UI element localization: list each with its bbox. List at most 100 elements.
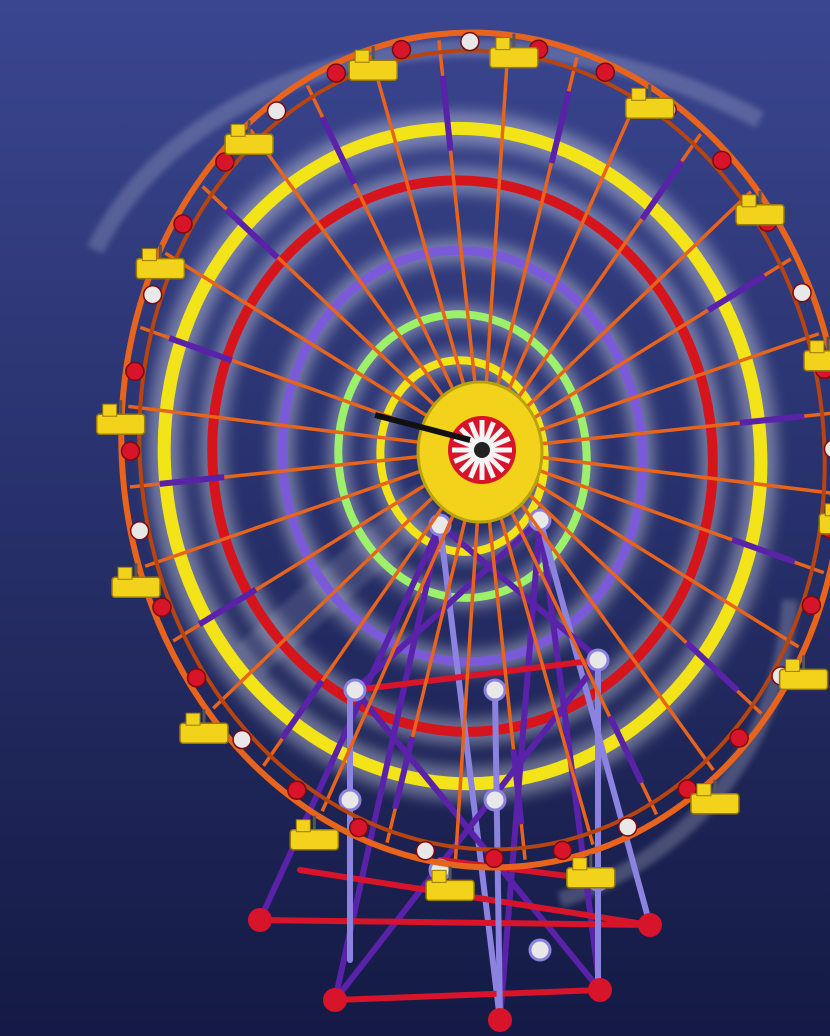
rim-connector [484,848,504,869]
rim-connector [129,521,150,541]
ring-purple [277,245,648,667]
gondola-seat [425,879,475,902]
gondola [624,84,675,120]
tower-rod [352,687,603,993]
rim-connector [801,595,822,616]
gondola-seat [818,513,830,535]
rim-connector [792,282,812,303]
tower-rod [332,987,603,1003]
tower-connector [338,788,362,812]
gondola-seat [111,576,161,599]
rim-connector [552,840,573,861]
spoke-brace [159,474,225,487]
wheel-rim [118,29,830,871]
gondola-back [117,566,133,580]
gondola [224,120,274,156]
spoke-brace [739,413,805,426]
motion-arc-top [86,39,765,255]
rim-connector [712,150,732,171]
gondola-seat [735,204,785,226]
gondola-seat [348,59,398,81]
gondola [95,400,146,435]
tower-connector [483,678,507,702]
rim-connector [287,780,307,800]
gondola [690,779,740,815]
spoke-brace [197,587,258,628]
tower-connector [483,788,507,812]
gondola-seat [95,413,146,435]
gondola-back [741,194,757,208]
gondola [289,815,340,851]
gondola [179,709,229,744]
gondola [778,655,829,691]
hub-axle-rod [374,412,471,443]
rim-connector [729,728,749,748]
tower-foot-connector [588,978,612,1002]
spoke-brace [684,640,740,693]
gondola [111,563,161,599]
gondola-seat [289,828,340,851]
tower-connector [343,678,367,702]
spoke-brace [392,736,416,810]
gondola-back [696,783,712,797]
spoke-brace [510,748,525,825]
gondola [735,190,785,226]
rim-connector [142,284,163,305]
spoke-brace [639,159,685,221]
gondola-back [785,658,801,672]
rim-connector [232,729,252,750]
ring-green [334,310,591,602]
ring-red [207,175,718,737]
rim-connector [125,361,145,382]
spoke-brace [548,90,572,164]
spoke-brace [439,75,454,152]
gondolas [95,33,830,902]
tower-rod [257,917,653,928]
tower-rod [437,522,503,1023]
tower-foot-connector [638,913,662,937]
gondola-seat [803,349,830,372]
gondola [818,503,830,535]
gondola-back [631,87,647,101]
gondola-seat [489,46,539,69]
gondola [803,336,830,372]
tower-foot-connector [488,1008,512,1032]
rim-connector [595,62,616,83]
rim-outer [118,29,830,871]
gondola [348,46,398,81]
gondola-back [102,403,118,417]
gondola-back [141,248,157,262]
gondola [135,244,186,280]
gondola-seat [624,97,675,120]
rim-connector [460,31,480,52]
tower-connector [586,648,610,672]
gondola-seat [778,668,829,691]
rim-connector [152,597,172,618]
gondola-back [354,49,370,63]
spoke-brace [731,536,796,565]
tower-foot-connector [248,908,272,932]
light-rings [147,111,778,801]
gondola [489,33,539,69]
gondola-back [431,869,447,883]
support-tower [248,508,662,1032]
tower-rod [352,657,601,693]
gondola-seat [135,257,186,280]
gondola [566,853,616,889]
gondola-back [809,340,825,354]
tower-rod [537,517,603,993]
gondola-back [295,819,311,833]
gondola-seat [179,722,229,744]
gondola-back [185,712,201,726]
hub-axle [474,442,490,458]
gondola-seat [690,792,740,815]
spoke-brace [319,116,357,186]
tower-rod [297,867,653,928]
wheel-hub [374,380,544,524]
gondola-seat [224,133,274,156]
gondola-seat [566,867,616,889]
rim-connector [215,152,235,172]
rim-connector [186,668,207,688]
